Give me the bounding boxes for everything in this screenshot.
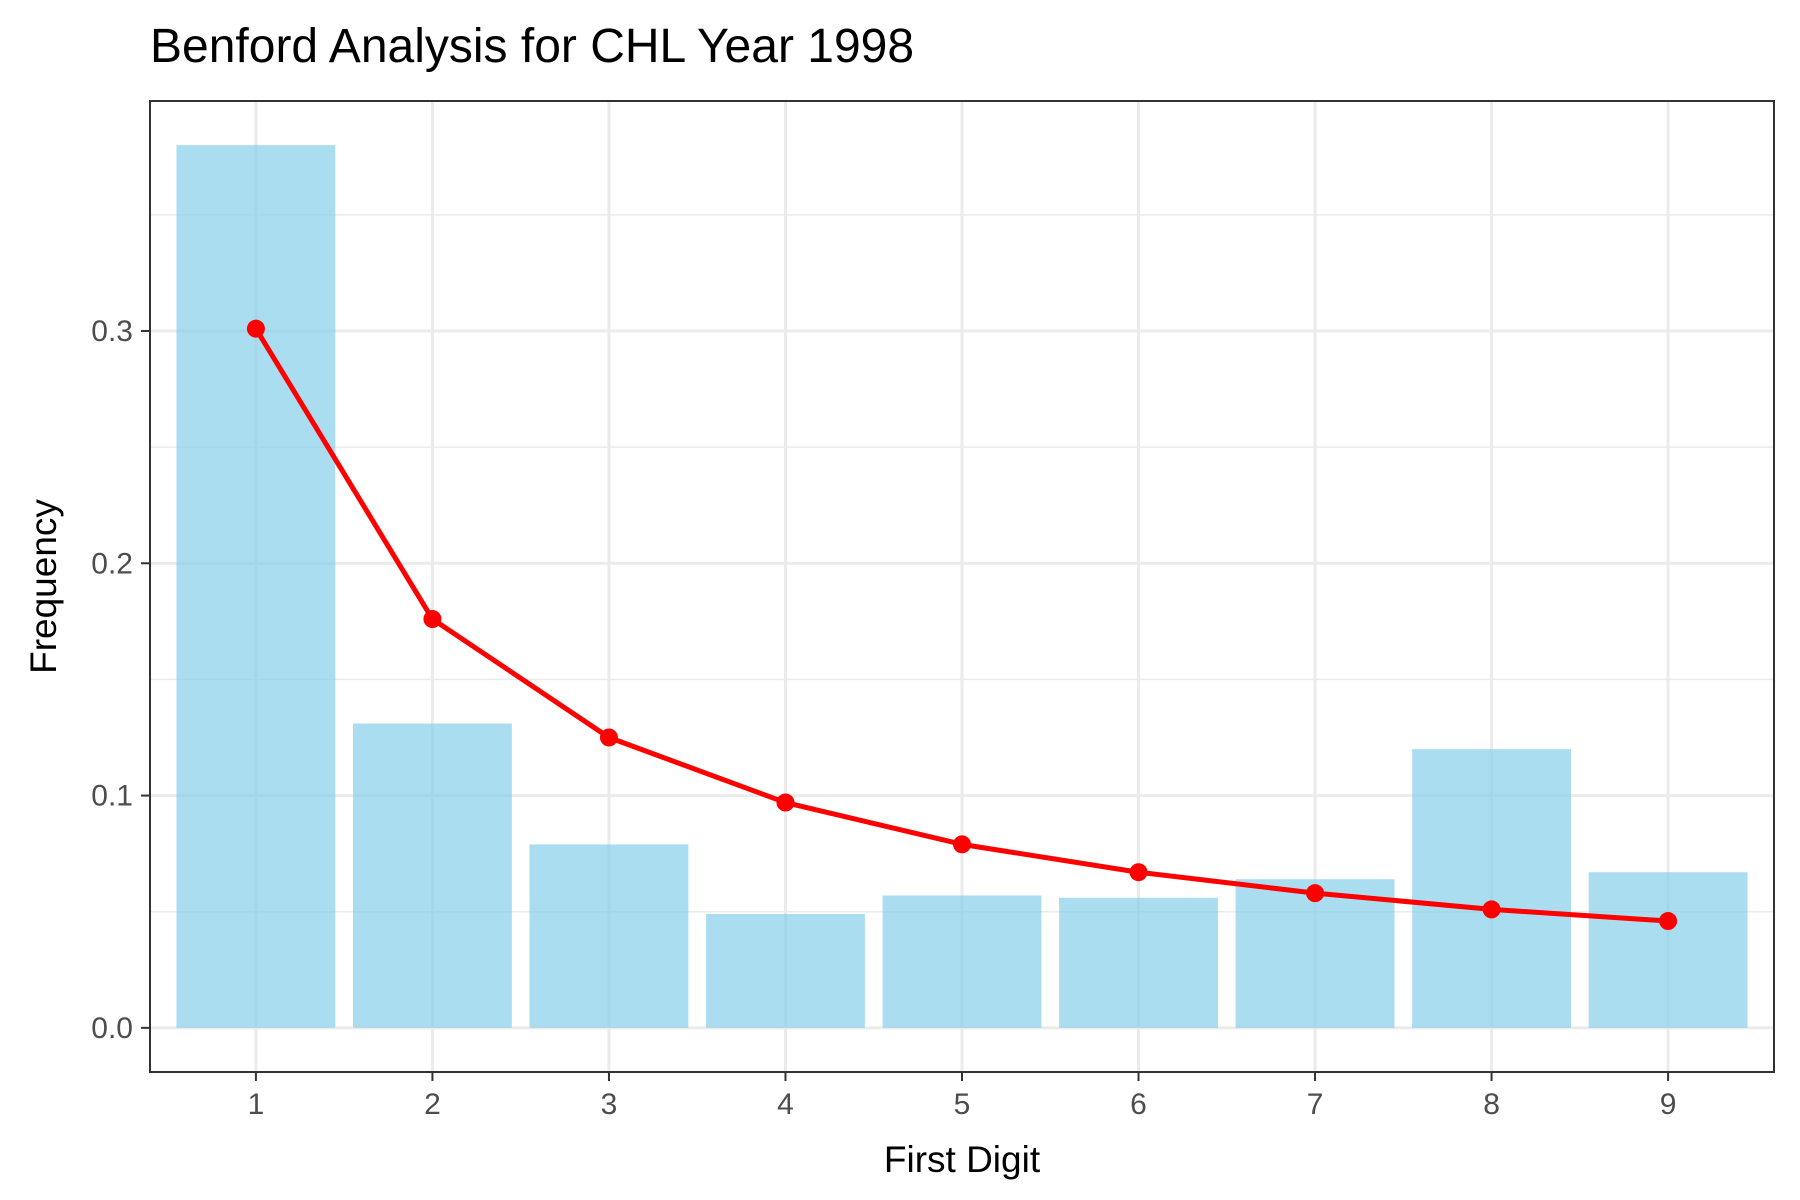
bar-digit-2 [353,723,512,1028]
x-tick-label: 2 [424,1088,441,1121]
chart-title: Benford Analysis for CHL Year 1998 [150,20,914,73]
y-tick-label: 0.0 [91,1012,133,1045]
bar-digit-8 [1412,749,1571,1028]
bar-digit-5 [882,895,1042,1028]
x-tick-label: 4 [777,1088,794,1121]
x-tick-label: 8 [1483,1088,1500,1121]
bar-digit-3 [529,844,689,1028]
x-tick-label: 7 [1307,1088,1324,1121]
x-tick-label: 9 [1660,1088,1677,1121]
benford-point-2 [423,610,442,629]
benford-point-8 [1482,900,1501,919]
bar-digit-9 [1588,872,1748,1028]
x-tick-label: 6 [1130,1088,1147,1121]
benford-point-6 [1129,863,1148,882]
y-axis-title: Frequency [23,499,64,674]
benford-point-7 [1306,884,1325,903]
x-tick-label: 3 [601,1088,618,1121]
benford-point-3 [599,728,618,747]
y-tick-label: 0.3 [91,315,133,348]
bar-digit-6 [1059,897,1218,1028]
y-tick-label: 0.1 [91,780,133,813]
axes: 0.0 0.1 0.2 0.3 1 2 3 4 5 6 7 8 9 [91,315,1676,1121]
benford-point-1 [246,319,265,338]
bar-digit-7 [1235,879,1395,1028]
benford-point-4 [776,793,795,812]
benford-point-9 [1659,912,1678,931]
benford-point-5 [953,835,971,854]
x-axis-title: First Digit [884,1139,1041,1180]
bar-series [176,145,1748,1028]
benford-line-series [246,319,1678,931]
bar-digit-1 [176,145,336,1028]
y-tick-label: 0.2 [91,547,133,580]
x-tick-label: 5 [954,1088,971,1121]
bar-digit-4 [706,914,865,1028]
x-tick-label: 1 [248,1088,265,1121]
